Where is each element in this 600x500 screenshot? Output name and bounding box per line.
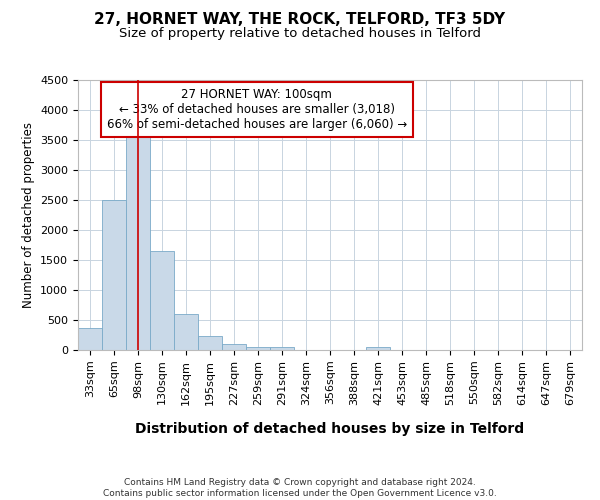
Bar [126, 125, 150, 350]
Text: 27 HORNET WAY: 100sqm
← 33% of detached houses are smaller (3,018)
66% of semi-d: 27 HORNET WAY: 100sqm ← 33% of detached … [107, 88, 407, 131]
Bar [78, 328, 102, 350]
Bar [174, 314, 198, 350]
Text: 27, HORNET WAY, THE ROCK, TELFORD, TF3 5DY: 27, HORNET WAY, THE ROCK, TELFORD, TF3 5… [94, 12, 506, 28]
Y-axis label: Number of detached properties: Number of detached properties [22, 122, 35, 308]
Bar [198, 336, 222, 350]
Bar [366, 347, 390, 350]
Text: Distribution of detached houses by size in Telford: Distribution of detached houses by size … [136, 422, 524, 436]
Bar [222, 344, 246, 350]
Bar [246, 346, 270, 350]
Bar [150, 251, 174, 350]
Bar [102, 200, 126, 350]
Text: Contains HM Land Registry data © Crown copyright and database right 2024.
Contai: Contains HM Land Registry data © Crown c… [103, 478, 497, 498]
Text: Size of property relative to detached houses in Telford: Size of property relative to detached ho… [119, 28, 481, 40]
Bar [270, 347, 294, 350]
